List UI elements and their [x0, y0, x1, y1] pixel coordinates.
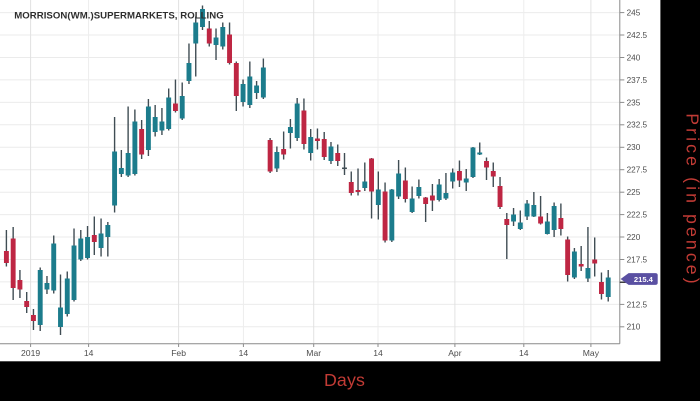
svg-text:215.4: 215.4 — [634, 275, 654, 284]
svg-text:220: 220 — [627, 233, 641, 242]
svg-text:210: 210 — [627, 323, 641, 332]
svg-text:14: 14 — [373, 348, 383, 358]
svg-text:2019: 2019 — [21, 348, 40, 358]
svg-text:227.5: 227.5 — [627, 166, 648, 175]
svg-text:14: 14 — [519, 348, 529, 358]
svg-text:Price (in pence): Price (in pence) — [683, 113, 700, 286]
svg-text:14: 14 — [239, 348, 249, 358]
svg-text:14: 14 — [84, 348, 94, 358]
svg-text:242.5: 242.5 — [627, 31, 648, 40]
svg-text:235: 235 — [627, 98, 641, 107]
svg-text:222.5: 222.5 — [627, 211, 648, 220]
svg-text:May: May — [583, 348, 600, 358]
svg-text:240: 240 — [627, 53, 641, 62]
svg-text:245: 245 — [627, 9, 641, 18]
svg-text:230: 230 — [627, 143, 641, 152]
svg-text:212.5: 212.5 — [627, 300, 648, 309]
svg-text:237.5: 237.5 — [627, 76, 648, 85]
svg-text:MORRISON(WM.)SUPERMARKETS, ROL: MORRISON(WM.)SUPERMARKETS, ROLLING — [14, 11, 224, 22]
svg-text:225: 225 — [627, 188, 641, 197]
svg-text:Feb: Feb — [171, 348, 186, 358]
svg-text:Days: Days — [324, 370, 365, 390]
svg-text:Mar: Mar — [306, 348, 321, 358]
svg-text:217.5: 217.5 — [627, 255, 648, 264]
svg-text:Apr: Apr — [448, 348, 462, 358]
svg-text:232.5: 232.5 — [627, 121, 648, 130]
